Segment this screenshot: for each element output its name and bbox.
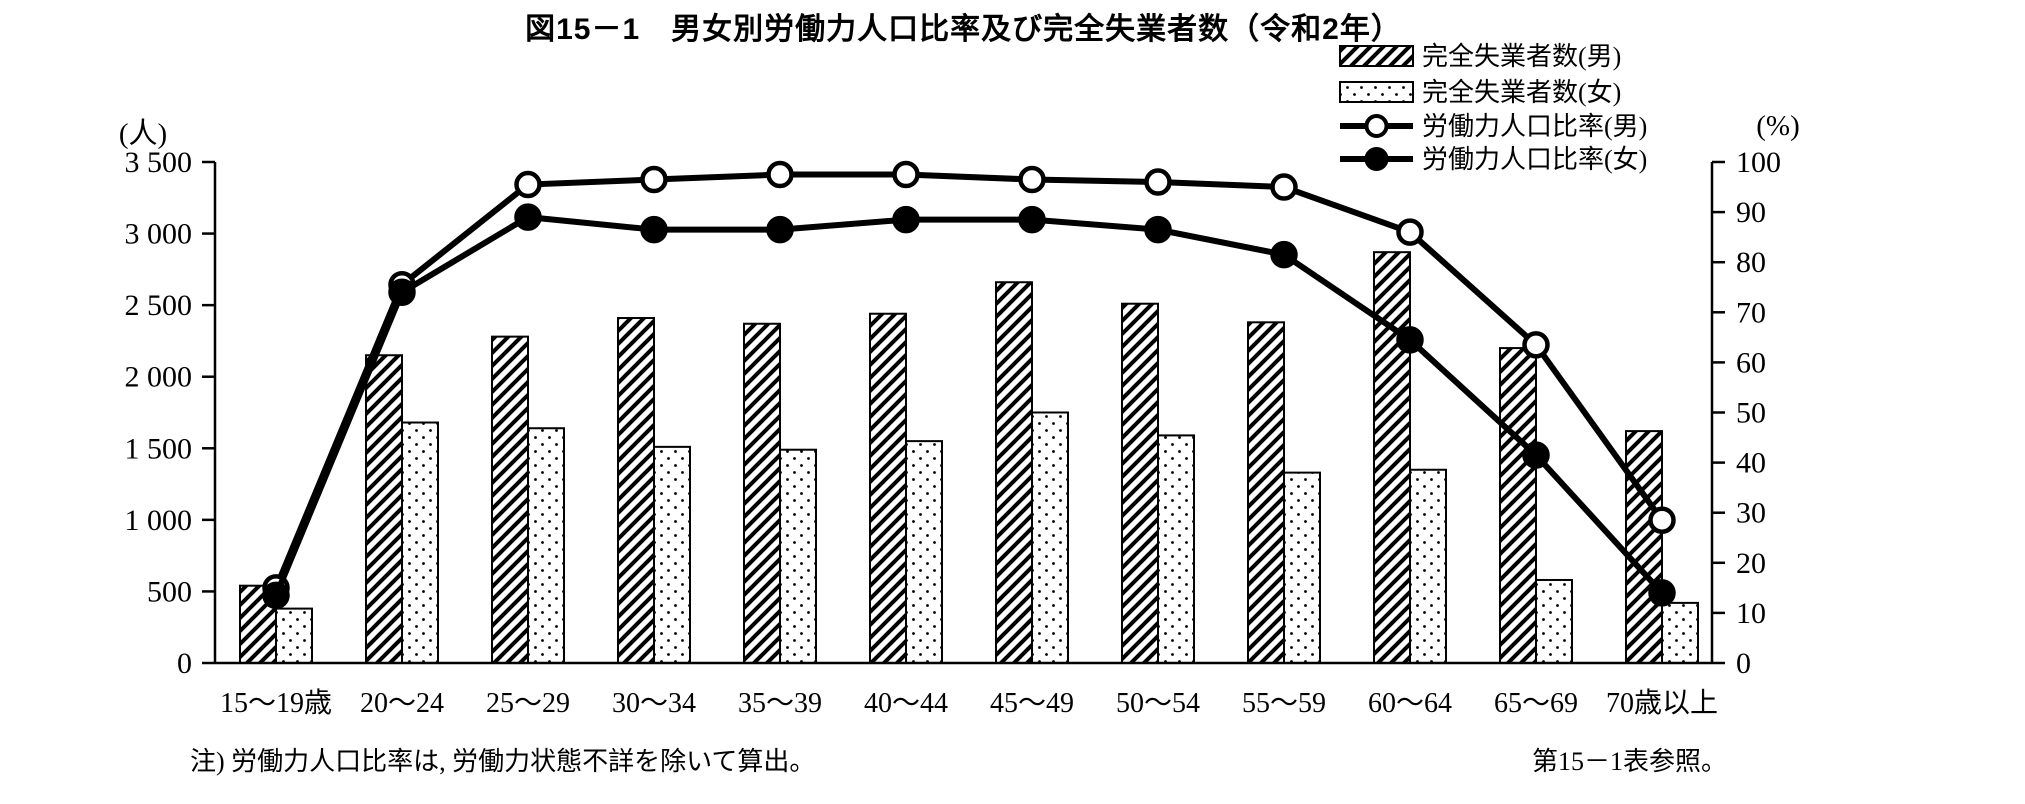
marker-male-35〜39: [766, 160, 794, 189]
marker-male-25〜29: [514, 170, 542, 199]
legend-label: 労働力人口比率(女): [1422, 145, 1647, 174]
bar-male-65〜69: [1499, 347, 1537, 664]
right-tick-label: 30: [1736, 497, 1766, 530]
category-label: 40〜44: [864, 688, 948, 719]
marker-male-70歳以上: [1648, 506, 1676, 534]
right-tick-label: 10: [1736, 597, 1766, 630]
left-tick-label: 3 500: [125, 146, 193, 179]
bar-female-20〜24: [401, 421, 439, 664]
marker-female-55〜59: [1270, 240, 1298, 269]
bar-male-35〜39: [743, 322, 781, 664]
legend-open-circle: [1364, 114, 1389, 138]
bar-male-45〜49: [995, 281, 1033, 664]
marker-female-50〜54: [1144, 215, 1172, 244]
left-tick-label: 1 500: [125, 432, 193, 465]
category-label: 50〜54: [1116, 688, 1200, 719]
marker-female-40〜44: [892, 205, 920, 234]
right-tick-label: 70: [1736, 296, 1766, 329]
table-reference-note: 第15－1表参照。: [1532, 747, 1728, 776]
legend-label: 完全失業者数(男): [1422, 42, 1621, 71]
category-label: 30〜34: [612, 688, 696, 719]
marker-female-45〜49: [1018, 205, 1046, 234]
category-label: 65〜69: [1494, 688, 1578, 719]
category-label: 70歳以上: [1606, 687, 1718, 719]
legend-swatch-dots: [1339, 81, 1414, 103]
bar-male-30〜34: [617, 317, 655, 664]
marker-male-45〜49: [1018, 165, 1046, 194]
marker-male-40〜44: [892, 160, 920, 189]
right-tick-label: 50: [1736, 397, 1766, 430]
category-label: 25〜29: [486, 688, 570, 719]
category-label: 45〜49: [990, 688, 1074, 719]
bar-female-40〜44: [905, 440, 943, 664]
right-tick-label: 0: [1736, 647, 1751, 680]
right-axis-unit: (%): [1756, 110, 1800, 142]
left-axis-unit: (人): [118, 118, 168, 150]
legend-label: 労働力人口比率(男): [1422, 112, 1647, 141]
bar-male-20〜24: [365, 354, 403, 664]
legend-swatch-hatch: [1339, 45, 1414, 67]
category-label: 20〜24: [360, 688, 444, 719]
marker-male-30〜34: [640, 165, 668, 194]
footnote: 注) 労働力人口比率は, 労働力状態不詳を除いて算出。: [190, 747, 816, 776]
bar-female-45〜49: [1031, 411, 1069, 664]
marker-female-65〜69: [1522, 441, 1550, 469]
left-tick-label: 0: [177, 647, 192, 680]
marker-male-50〜54: [1144, 168, 1172, 196]
right-tick-label: 60: [1736, 346, 1766, 379]
bar-female-25〜29: [527, 427, 565, 665]
category-label: 35〜39: [738, 688, 822, 719]
marker-female-25〜29: [514, 203, 542, 231]
marker-female-35〜39: [766, 215, 794, 244]
left-tick-label: 500: [147, 575, 192, 608]
bar-female-70歳以上: [1661, 601, 1699, 665]
legend-label: 完全失業者数(女): [1422, 78, 1621, 107]
category-label: 60〜64: [1368, 688, 1452, 719]
bar-male-60〜64: [1373, 251, 1411, 664]
bar-female-60〜64: [1409, 468, 1447, 664]
right-tick-label: 20: [1736, 547, 1766, 580]
bar-female-50〜54: [1157, 434, 1195, 664]
left-tick-label: 1 000: [125, 504, 193, 537]
marker-male-55〜59: [1270, 173, 1298, 201]
right-tick-label: 90: [1736, 196, 1766, 229]
left-tick-label: 2 000: [125, 361, 193, 394]
right-tick-label: 100: [1736, 146, 1781, 179]
bar-male-25〜29: [491, 335, 529, 664]
legend-filled-circle: [1364, 147, 1389, 171]
marker-male-60〜64: [1396, 218, 1424, 246]
category-label: 15〜19歳: [220, 687, 332, 719]
chart-title: 図15－1 男女別労働力人口比率及び完全失業者数（令和2年）: [525, 13, 1402, 46]
bar-female-65〜69: [1535, 578, 1573, 665]
right-tick-label: 80: [1736, 246, 1766, 279]
marker-female-20〜24: [388, 278, 416, 307]
bar-male-55〜59: [1247, 321, 1285, 664]
marker-female-30〜34: [640, 215, 668, 244]
category-label: 55〜59: [1242, 688, 1326, 719]
marker-female-15〜19歳: [262, 581, 290, 610]
bar-male-70歳以上: [1625, 430, 1663, 665]
right-tick-label: 40: [1736, 447, 1766, 480]
bar-female-15〜19歳: [275, 607, 313, 664]
bar-female-30〜34: [653, 445, 691, 664]
line-lfpr-female: [273, 214, 1665, 597]
line-lfpr-male: [273, 171, 1665, 590]
left-tick-label: 2 500: [125, 289, 193, 322]
marker-female-60〜64: [1396, 326, 1424, 354]
bar-female-55〜59: [1283, 471, 1321, 664]
bar-male-50〜54: [1121, 302, 1159, 664]
bar-female-35〜39: [779, 448, 817, 664]
marker-female-70歳以上: [1648, 579, 1676, 607]
left-tick-label: 3 000: [125, 218, 193, 251]
marker-male-65〜69: [1522, 331, 1550, 359]
bar-male-40〜44: [869, 312, 907, 664]
